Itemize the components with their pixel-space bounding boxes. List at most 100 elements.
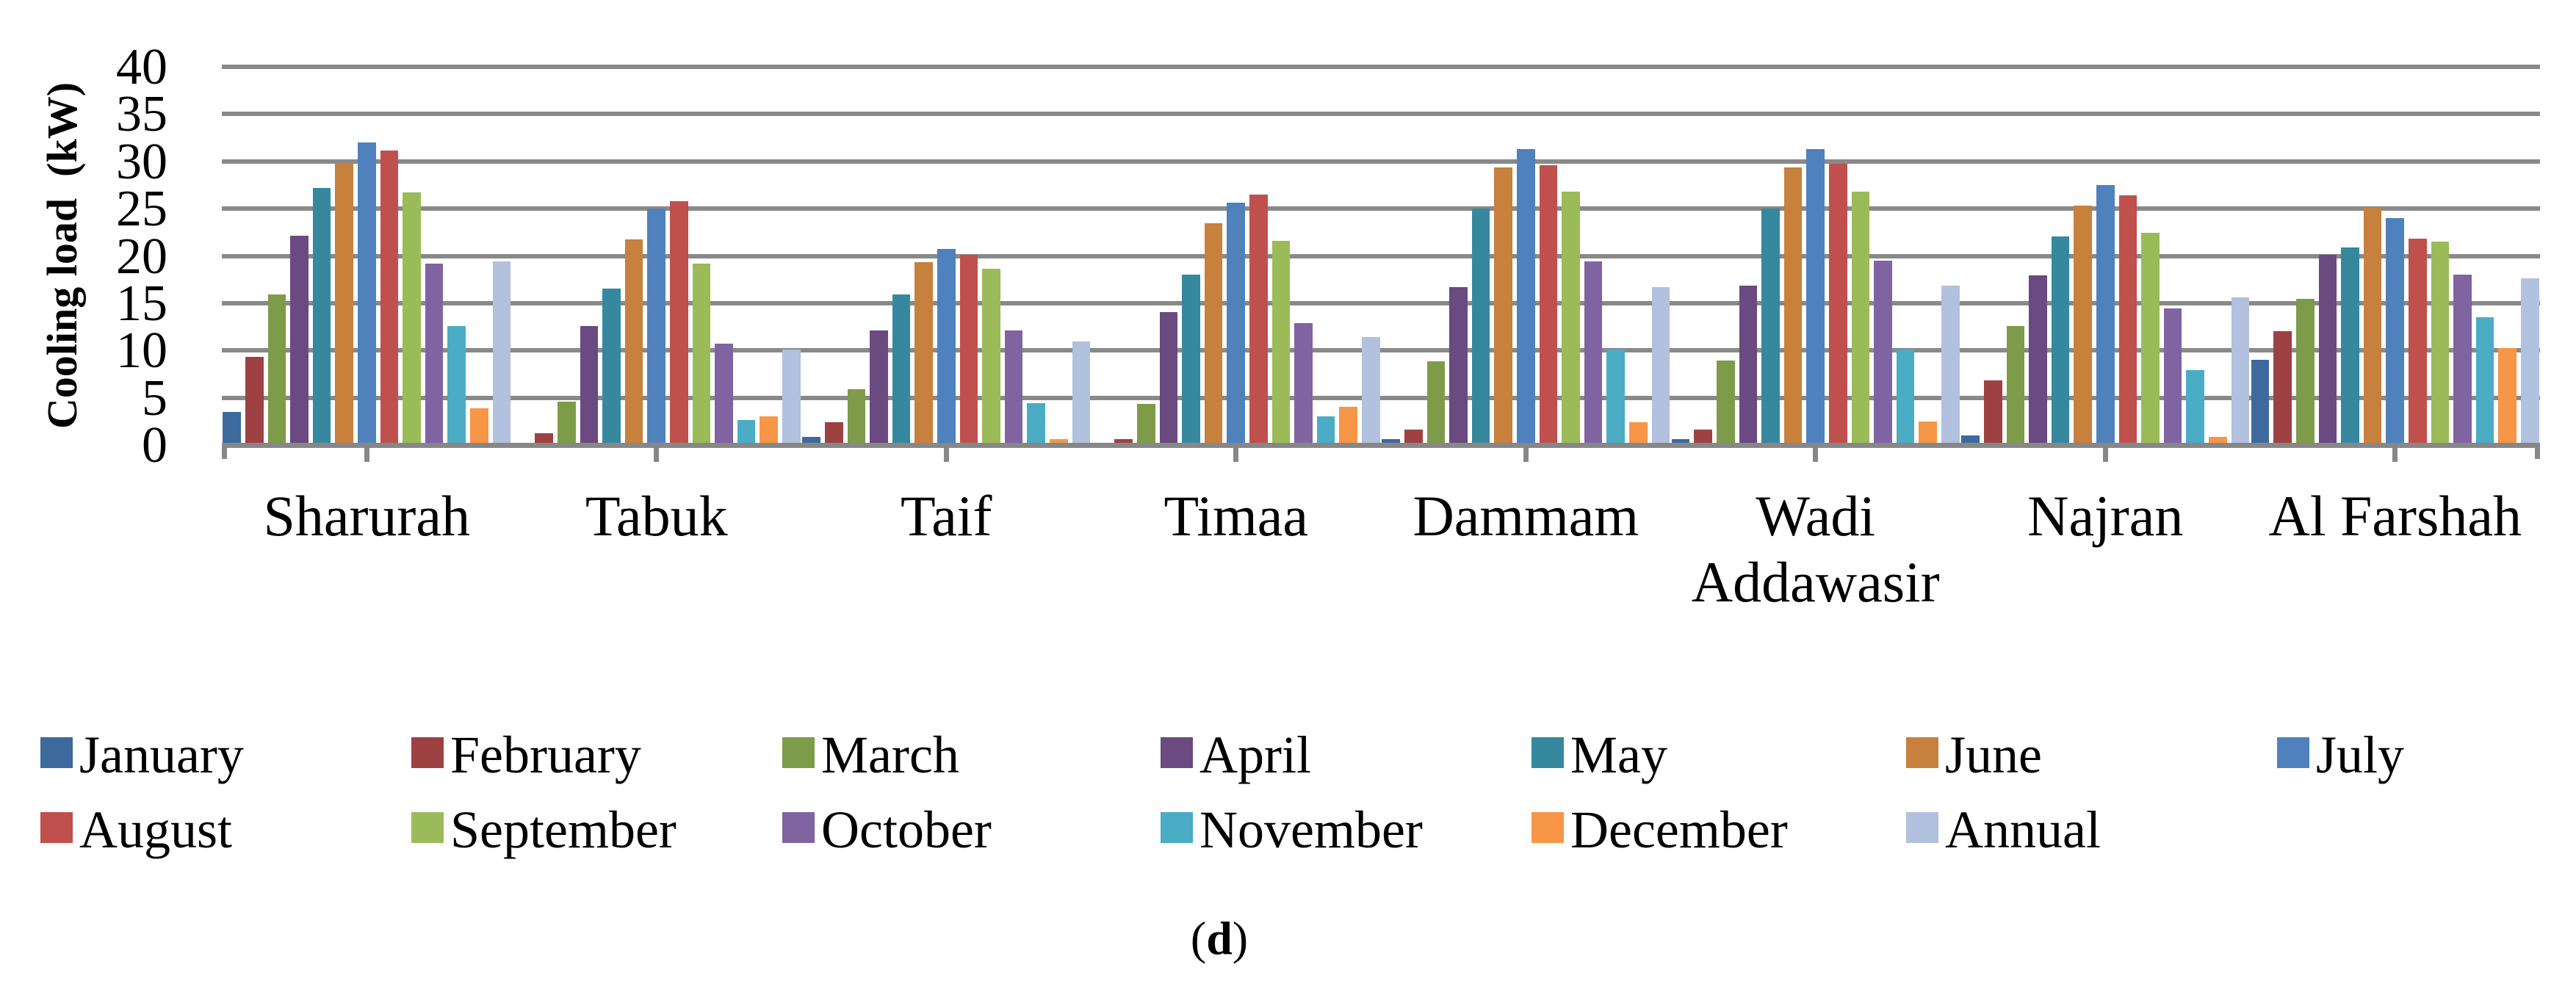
bar-april — [2318, 254, 2337, 446]
bar-june — [1494, 167, 1512, 446]
axis-end-tick — [2535, 444, 2540, 459]
bar-may — [2341, 247, 2359, 446]
bar-october — [715, 343, 733, 446]
bar-group-tabuk — [512, 200, 802, 446]
bar-december — [1049, 439, 1068, 446]
bar-february — [2273, 331, 2292, 446]
legend-item-august: August — [40, 800, 232, 859]
legend-item-march: March — [782, 725, 959, 784]
bar-january — [1382, 439, 1400, 446]
x-axis-line — [222, 443, 2540, 448]
bar-december — [2208, 437, 2227, 446]
x-axis-tick — [2392, 447, 2398, 462]
legend-item-january: January — [40, 725, 244, 784]
bar-september — [1851, 191, 1870, 446]
bar-group-dammam — [1381, 148, 1671, 446]
caption-close-paren: ) — [1232, 912, 1249, 964]
legend-label: January — [79, 725, 244, 784]
axis-end-tick — [222, 444, 227, 459]
bar-september — [403, 192, 421, 446]
bar-april — [580, 325, 599, 446]
legend-swatch-icon — [40, 737, 73, 768]
x-axis-tick — [1813, 447, 1819, 462]
x-category-label: Al Farshah — [2268, 484, 2522, 548]
bar-july — [1227, 203, 1246, 446]
bar-june — [1204, 223, 1223, 446]
x-category-label: Dammam — [1413, 484, 1639, 548]
bar-january — [802, 437, 820, 446]
bar-november — [1896, 349, 1915, 446]
y-tick-label: 5 — [142, 369, 167, 427]
bar-august — [2409, 239, 2427, 446]
bar-february — [1404, 430, 1423, 446]
bar-april — [2029, 275, 2047, 446]
legend-label: August — [79, 800, 233, 859]
legend-label: June — [1945, 725, 2042, 784]
bar-annual — [782, 349, 801, 446]
x-category-label: Najran — [2027, 484, 2184, 548]
bar-march — [1717, 361, 1735, 446]
legend-label: December — [1570, 800, 1788, 859]
bar-march — [847, 388, 866, 446]
x-axis-tick — [364, 447, 369, 462]
bar-march — [2006, 325, 2025, 446]
bar-annual — [1362, 336, 1380, 446]
bar-october — [1584, 261, 1603, 446]
bar-july — [2096, 184, 2115, 446]
gridline — [222, 300, 2540, 305]
bar-march — [558, 401, 576, 446]
bar-december — [2498, 348, 2517, 446]
legend-label: November — [1199, 800, 1423, 859]
legend-item-may: May — [1531, 725, 1667, 784]
bar-july — [647, 208, 666, 446]
legend-item-annual: Annual — [1906, 800, 2101, 859]
bar-february — [535, 433, 554, 446]
legend-item-april: April — [1161, 725, 1311, 784]
bar-january — [1671, 439, 1690, 446]
legend-item-june: June — [1906, 725, 2042, 784]
y-tick-label: 25 — [116, 181, 167, 238]
legend-swatch-icon — [1531, 737, 1564, 768]
bar-march — [267, 294, 286, 446]
x-category-label: Timaa — [1163, 484, 1309, 548]
bar-august — [670, 200, 688, 446]
legend-item-november: November — [1161, 800, 1423, 859]
bar-july — [1806, 148, 1825, 446]
bar-march — [2296, 299, 2315, 446]
y-tick-label: 30 — [116, 133, 167, 190]
bar-january — [2251, 359, 2270, 446]
legend-item-december: December — [1531, 800, 1788, 859]
legend-swatch-icon — [411, 737, 444, 768]
bar-group-najran — [1960, 184, 2251, 446]
bar-august — [1539, 164, 1558, 446]
bar-november — [1316, 416, 1335, 446]
bar-annual — [1941, 286, 1960, 446]
bar-july — [1516, 148, 1535, 446]
legend-label: March — [821, 725, 959, 784]
bar-annual — [492, 261, 511, 446]
legend-label: October — [821, 800, 992, 859]
bar-november — [737, 420, 756, 446]
bar-april — [1739, 286, 1758, 446]
bar-annual — [2231, 297, 2250, 446]
plot-area — [222, 65, 2540, 462]
gridline — [222, 348, 2540, 353]
bar-may — [312, 187, 331, 446]
bar-march — [1137, 404, 1155, 446]
legend-label: April — [1199, 725, 1311, 784]
bar-june — [335, 163, 353, 446]
y-tick-labels: 0 5 10 15 20 25 30 35 40 — [0, 0, 167, 514]
legend-item-september: September — [411, 800, 677, 859]
bar-march — [1426, 361, 1446, 446]
bar-october — [2163, 308, 2182, 446]
bar-june — [2074, 205, 2092, 446]
bar-october — [425, 263, 444, 446]
bar-group-sharurah — [222, 142, 512, 446]
x-axis-tick — [654, 447, 660, 462]
x-axis-tick — [2102, 447, 2108, 462]
y-tick-label: 20 — [116, 228, 167, 285]
bar-february — [245, 356, 264, 446]
bar-february — [1114, 439, 1133, 446]
bar-april — [1449, 286, 1468, 446]
legend-swatch-icon — [782, 737, 815, 768]
